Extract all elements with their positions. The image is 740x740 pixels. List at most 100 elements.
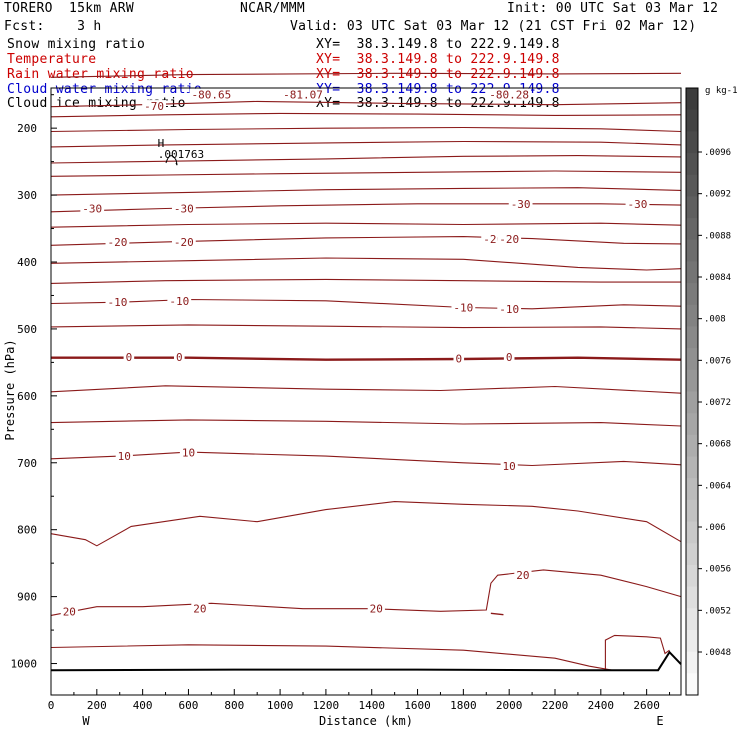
x-tick-label: 800: [224, 699, 244, 712]
contour-label: -30: [511, 198, 531, 211]
contour-label-bg: [189, 88, 234, 101]
isotherm: [50, 187, 682, 196]
terrain-outline: [50, 650, 682, 672]
max-marker-value: .001763: [158, 148, 204, 161]
contour-label: -30: [628, 198, 648, 211]
y-axis: 200 300 400 500 600 700 800 900 1000: [11, 94, 57, 671]
x-tick-label: 2600: [633, 699, 660, 712]
model-title: TORERO 15km ARW: [4, 1, 135, 16]
colorbar-swatch: [686, 564, 698, 588]
contour-label: 10: [182, 447, 195, 460]
field-rain-xy: XY= 38.3.149.8 to 222.9.149.8: [316, 67, 560, 82]
x-tick-label: 1200: [313, 699, 340, 712]
colorbar-swatch: [686, 673, 698, 696]
contour-label: -10: [453, 302, 473, 315]
colorbar-swatch: [686, 196, 698, 219]
isotherm: [50, 501, 682, 547]
contour-label: -70: [144, 100, 164, 113]
field-snow-label: Snow mixing ratio: [7, 37, 146, 52]
terrain-line: [50, 650, 682, 672]
colorbar-swatch: [686, 174, 698, 197]
contour-label-bg: [497, 302, 522, 315]
isotherm: [50, 278, 681, 284]
isotherm: [50, 170, 682, 177]
colorbar-tick-label: .0096: [704, 148, 731, 158]
contour-label: 20: [370, 603, 383, 616]
colorbar-swatch: [686, 369, 698, 392]
colorbar-swatch: [686, 499, 698, 523]
isotherm: [50, 644, 613, 671]
east-label: E: [656, 714, 663, 728]
x-tick-label: 600: [179, 699, 199, 712]
colorbar-swatch: [686, 218, 698, 241]
contour-label-bg: [191, 602, 209, 615]
colorbar-swatch: [686, 543, 698, 566]
isotherm: [604, 634, 670, 671]
contour-label: 20: [193, 603, 206, 616]
colorbar-tick-label: .0092: [704, 190, 731, 200]
x-axis-title: Distance (km): [319, 714, 413, 728]
contour-label: -80.65: [191, 89, 231, 102]
x-tick-label: 2200: [542, 699, 569, 712]
colorbar-swatch: [686, 283, 698, 306]
y-tick-label: 800: [17, 524, 37, 537]
contour-label-bg: [179, 446, 198, 459]
isotherm: [50, 451, 682, 467]
init-time: Init: 00 UTC Sat 03 Mar 12: [507, 1, 719, 16]
y-tick-label: 900: [17, 591, 37, 604]
contour-label-bg: [171, 202, 196, 215]
y-tick-label: 500: [17, 323, 37, 336]
contour-label-bg: [487, 88, 531, 101]
colorbar-swatch: [686, 109, 698, 132]
freezing-isotherm: [51, 356, 682, 361]
y-tick-label: 1000: [11, 658, 38, 671]
y-tick-label: 600: [17, 390, 37, 403]
colorbar: .0096 .0092 .0088 .0084 .008 .0076 .0072 .0068.…: [685, 87, 731, 696]
x-tick-label: 200: [87, 699, 107, 712]
colorbar-tick-label: .0088: [704, 231, 731, 241]
contour-label: 0: [176, 351, 183, 364]
isotherm: [490, 612, 504, 616]
colorbar-swatch: [686, 304, 698, 327]
contour-label-bg: [453, 352, 465, 365]
contour-label: -10: [107, 296, 127, 309]
field-snow-xy: XY= 38.3.149.8 to 222.9.149.8: [316, 37, 560, 52]
isotherm: [50, 419, 682, 427]
contour-label: 0: [126, 351, 133, 364]
field-temperature-label: Temperature: [7, 52, 97, 67]
contour-label: -10: [499, 303, 519, 316]
isotherm: [50, 203, 682, 213]
colorbar-swatch: [686, 326, 698, 349]
isotherm: [50, 155, 682, 164]
contour-label-bg: [167, 294, 192, 307]
x-tick-label: 2400: [588, 699, 615, 712]
field-cloud-ice-label: Cloud ice mixing ratio: [7, 96, 186, 111]
isotherm: [50, 236, 682, 246]
organization-title: NCAR/MMM: [240, 1, 306, 16]
x-axis: 0 200 400 600 800 1000 1200 1400 1600 1800 2000 220…: [48, 689, 671, 712]
colorbar-tick-label: .0048: [704, 648, 731, 658]
contour-label-bg: [281, 88, 325, 101]
isotherm: [50, 222, 682, 228]
colorbar-swatch: [686, 586, 698, 609]
isotherm: [50, 298, 682, 310]
contour-label-bg: [105, 235, 130, 248]
colorbar-tick-label: .006: [704, 523, 726, 533]
colorbar-swatch: [686, 651, 698, 674]
isotherm: [50, 126, 682, 133]
temperature-contours: [50, 72, 682, 671]
x-tick-label: 2000: [496, 699, 523, 712]
y-axis-title: Pressure (hPa): [3, 339, 17, 440]
contour-label-bg: [500, 460, 518, 473]
colorbar-tick-label: .0068: [704, 440, 731, 450]
colorbar-swatch: [686, 239, 698, 262]
plot-frame: [50, 87, 682, 696]
isotherm: [50, 257, 682, 271]
colorbar-swatch: [686, 608, 698, 631]
colorbar-swatch: [686, 348, 698, 371]
colorbar-tick-label: .0052: [704, 606, 731, 616]
colorbar-swatch: [686, 521, 698, 544]
colorbar-frame: [685, 87, 699, 696]
x-tick-label: 1400: [358, 699, 385, 712]
